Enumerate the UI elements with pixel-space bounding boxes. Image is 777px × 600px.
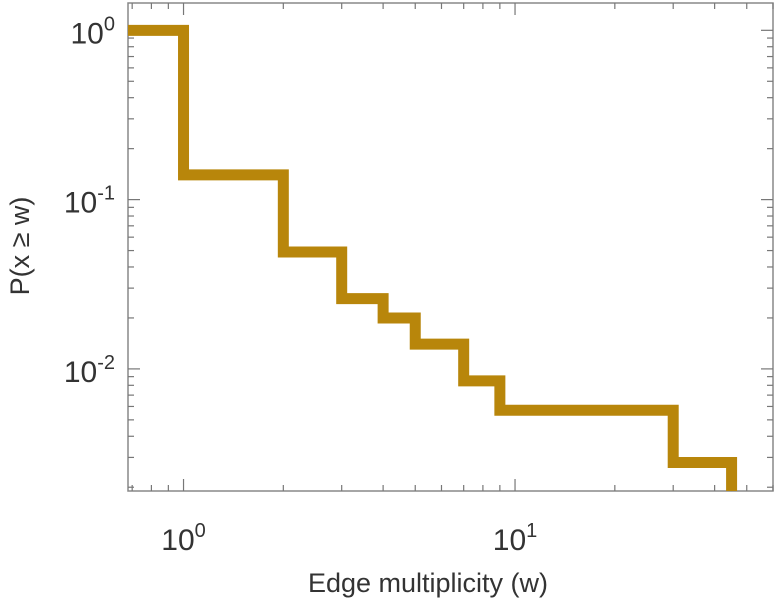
axis-tick-labels: 100 101 100 10-1 10-2 bbox=[64, 13, 537, 557]
y-tick-label: 10-2 bbox=[64, 352, 115, 389]
y-tick-label: 100 bbox=[71, 13, 116, 50]
y-tick-label: 10-1 bbox=[64, 183, 115, 220]
plot-frame bbox=[127, 2, 774, 492]
x-tick-label: 100 bbox=[161, 520, 206, 557]
plot-area bbox=[127, 2, 774, 492]
x-tick-label: 101 bbox=[493, 520, 538, 557]
y-axis-label: P(x ≥ w) bbox=[5, 197, 35, 296]
x-axis-label: Edge multiplicity (w) bbox=[308, 568, 548, 598]
series-line bbox=[128, 24, 738, 491]
axis-ticks bbox=[128, 3, 774, 491]
series-layer bbox=[127, 24, 738, 492]
